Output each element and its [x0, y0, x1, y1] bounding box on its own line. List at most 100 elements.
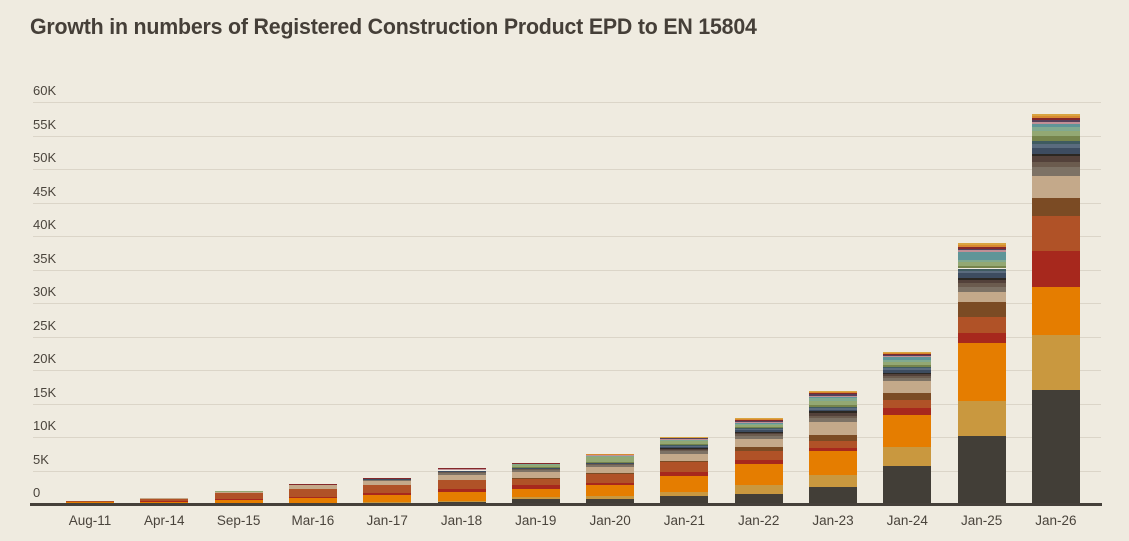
bar-segment-Apr-14-tan [140, 497, 189, 499]
bar-segment-Jan-21-saddle-brown [660, 461, 709, 463]
x-axis-tick-Jan-24: Jan-24 [886, 513, 928, 528]
bar-segment-Jan-25-navy [957, 273, 1006, 278]
bar-segment-Jan-20-taupe [586, 464, 635, 466]
x-axis-tick-Jan-18: Jan-18 [440, 513, 483, 528]
x-axis-tick-Aug-11: Aug-11 [68, 513, 112, 528]
bar-segment-Jan-26-rust [1031, 215, 1080, 251]
bar-segment-Jan-20-charcoal [586, 498, 635, 504]
bar-segment-Jan-25-maroon [957, 247, 1006, 249]
bar-segment-Jan-23-navy [809, 409, 857, 412]
bar-segment-Jan-20-pink [586, 455, 635, 457]
bar-segment-Jan-24-camel [883, 447, 932, 466]
bar-segment-Aug-11-rust [66, 500, 114, 502]
bar-segment-Jan-22-saddle-brown [734, 446, 783, 452]
bar-segment-Jan-24-brick-red [883, 408, 932, 415]
bar-segment-Jan-22-plum [734, 420, 783, 422]
bar-segment-Jan-21-dark-brown [660, 448, 709, 450]
bar-segment-Jan-24-near-black [883, 372, 932, 375]
gridline-40K [33, 236, 1101, 237]
bar-segment-Jan-26-plum [1031, 120, 1080, 123]
gridline-25K [33, 336, 1101, 338]
bar-segment-Jan-24-seafoam [883, 360, 932, 363]
bar-segment-Jan-26-dark-teal [1031, 140, 1080, 145]
bar-segment-Apr-14-brick-red [140, 500, 189, 502]
bar-segment-Jan-21-plum [660, 438, 709, 439]
gridline-35K [33, 269, 1101, 271]
bar-segment-Jan-20-camel [586, 495, 635, 499]
gridline-60K [33, 102, 1101, 103]
y-axis-tick-30K: 30K [33, 284, 57, 299]
bar-segment-Jan-21-charcoal [660, 495, 709, 504]
bar-Jan-18 [437, 467, 486, 504]
bar-segment-Jan-18-orange [437, 491, 486, 501]
bar-segment-Jan-23-saddle-brown [809, 435, 857, 442]
y-axis-tick-40K: 40K [33, 217, 57, 232]
bar-segment-Jan-26-teal [1031, 124, 1080, 128]
x-axis-line [30, 503, 1102, 506]
bar-segment-Jan-23-sage [809, 400, 857, 405]
bar-segment-Jan-25-orange [957, 343, 1006, 401]
bar-segment-Jan-25-slate-blue [957, 270, 1006, 274]
gridline-20K [33, 370, 1101, 371]
bar-segment-Jan-22-warm-gray [734, 436, 783, 439]
bar-segment-Jan-19-warm-gray [511, 469, 560, 472]
bar-segment-Jan-23-warm-gray [809, 418, 857, 422]
bar-segment-Jan-24-gold [883, 351, 932, 353]
bar-segment-Jan-21-dark-teal [660, 445, 709, 446]
bar-segment-Jan-24-saddle-brown [883, 393, 932, 400]
bar-segment-Jan-18-pink [437, 468, 486, 470]
bar-segment-Jan-24-warm-gray [883, 378, 932, 382]
bar-segment-Mar-16-sage [288, 484, 337, 486]
bar-segment-Jan-21-slate-blue [660, 445, 709, 447]
bar-segment-Jan-22-brick-red [734, 460, 783, 464]
bar-segment-Jan-25-seafoam [957, 259, 1006, 263]
x-axis-tick-Jan-26: Jan-26 [1035, 513, 1077, 528]
bar-segment-Jan-26-warm-gray [1031, 167, 1080, 176]
bar-segment-Jan-21-seafoam [660, 440, 709, 442]
bar-segment-Jan-19-camel [511, 496, 560, 500]
bar-segment-Jan-25-olive [957, 265, 1006, 269]
bar-Jan-17 [363, 477, 412, 504]
gridline-10K [33, 437, 1101, 438]
bar-segment-Jan-21-sage [660, 441, 709, 445]
bar-segment-Jan-25-saddle-brown [957, 301, 1006, 318]
bar-segment-Mar-16-tan [288, 485, 337, 489]
bar-Apr-14 [140, 497, 189, 504]
bar-segment-Jan-18-tan [437, 474, 486, 480]
bar-segment-Jan-25-sage [957, 262, 1006, 266]
bar-segment-Jan-26-gold [1031, 114, 1080, 117]
y-axis-tick-35K: 35K [33, 250, 57, 266]
bar-segment-Jan-18-brick-red [437, 488, 486, 492]
bar-segment-Aug-11-orange [66, 501, 114, 504]
bar-segment-Jan-22-seafoam [734, 423, 783, 425]
bar-segment-Jan-19-seafoam [511, 464, 560, 465]
bar-segment-Jan-24-rust [883, 399, 932, 409]
bar-segment-Jan-21-tan [660, 453, 709, 462]
bar-Jan-22 [734, 417, 783, 504]
bar-segment-Jan-21-maroon [660, 437, 709, 438]
bar-segment-Jan-21-camel [660, 491, 709, 496]
bar-segment-Jan-17-navy [363, 479, 412, 480]
bar-segment-Jan-22-camel [734, 485, 783, 494]
bar-segment-Jan-25-dark-brown [957, 279, 1006, 284]
x-axis-tick-Jan-20: Jan-20 [589, 513, 631, 528]
bar-segment-Jan-26-tan [1031, 175, 1080, 198]
gridline-5K [33, 470, 1101, 472]
bar-segment-Mar-16-brick-red [288, 496, 337, 498]
bar-segment-Jan-20-olive [586, 461, 635, 463]
bar-segment-Jan-25-tangerine [957, 245, 1006, 248]
bar-segment-Jan-26-camel [1031, 335, 1080, 391]
bar-segment-Jan-23-dark-teal [809, 406, 857, 408]
bar-segment-Jan-19-maroon [511, 462, 560, 464]
bar-segment-Jan-22-tan [734, 438, 783, 447]
y-axis-tick-0: 0 [33, 485, 41, 500]
bar-segment-Jan-26-maroon [1031, 118, 1080, 121]
bar-segment-Jan-24-sage [883, 362, 932, 365]
bar-segment-Jan-22-rust [734, 451, 783, 461]
bar-segment-Jan-20-maroon [586, 454, 635, 456]
bar-segment-Jan-25-gold [957, 243, 1006, 246]
bar-segment-Jan-23-rust [809, 441, 857, 448]
bar-segment-Jan-22-slate-blue [734, 428, 783, 431]
gridline-30K [33, 303, 1101, 304]
bar-segment-Jan-26-near-black [1031, 153, 1080, 157]
